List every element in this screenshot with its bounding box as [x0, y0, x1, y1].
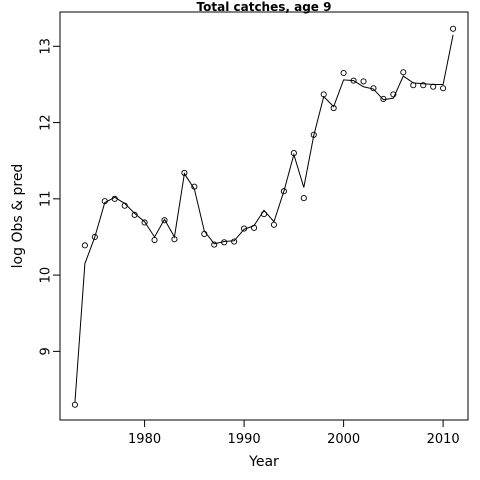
y-axis: 9 10 11 12 13 — [39, 38, 60, 356]
observed-point — [400, 69, 407, 76]
x-tick-label: 2010 — [427, 432, 460, 447]
observed-point — [310, 131, 317, 138]
observed-point — [330, 105, 337, 112]
observed-point — [181, 169, 188, 176]
x-tick-label: 2000 — [327, 432, 360, 447]
observed-point — [121, 202, 128, 209]
observed-point — [201, 230, 208, 237]
observed-point — [91, 233, 98, 241]
observed-point — [290, 150, 297, 157]
y-tick-label: 12 — [39, 114, 54, 131]
observed-point — [440, 85, 447, 92]
observed-point — [410, 82, 417, 89]
chart-title: Total catches, age 9 — [197, 0, 332, 14]
y-tick-label: 9 — [39, 347, 54, 355]
y-tick-label: 10 — [39, 267, 54, 284]
observed-point — [151, 236, 158, 244]
observed-point — [420, 82, 427, 89]
observed-point — [71, 401, 78, 408]
observed-point — [131, 211, 138, 218]
observed-point — [320, 91, 327, 98]
x-axis: 1980 1990 2000 2010 — [128, 420, 460, 447]
observed-point — [280, 188, 287, 195]
observed-point — [171, 236, 178, 243]
observed-point — [270, 221, 278, 228]
x-axis-title: Year — [248, 454, 279, 470]
observed-point — [360, 78, 367, 85]
observed-point — [241, 225, 248, 232]
observed-point — [161, 217, 168, 224]
observed-point — [340, 69, 347, 77]
observed-series-points — [71, 25, 457, 408]
observed-point — [450, 25, 457, 32]
observed-point — [390, 91, 397, 98]
observed-point — [380, 95, 387, 102]
y-axis-title: log Obs & pred — [10, 164, 26, 269]
observed-point — [430, 83, 437, 90]
observed-point — [191, 183, 198, 190]
y-tick-label: 13 — [39, 38, 54, 55]
x-tick-label: 1990 — [228, 432, 261, 447]
observed-point — [141, 219, 148, 226]
observed-point — [231, 238, 238, 245]
observed-point — [211, 241, 218, 248]
observed-point — [350, 77, 357, 84]
observed-point — [370, 85, 377, 92]
predicted-series-line — [74, 34, 454, 403]
observed-point — [111, 195, 118, 202]
observed-point — [101, 198, 108, 205]
x-tick-label: 1980 — [128, 432, 161, 447]
plot-area-border — [59, 11, 469, 421]
observed-point — [221, 239, 228, 246]
y-tick-label: 11 — [39, 191, 54, 208]
observed-point — [300, 195, 307, 202]
observed-point — [250, 224, 258, 231]
observed-point — [260, 211, 268, 218]
observed-point — [81, 242, 88, 249]
